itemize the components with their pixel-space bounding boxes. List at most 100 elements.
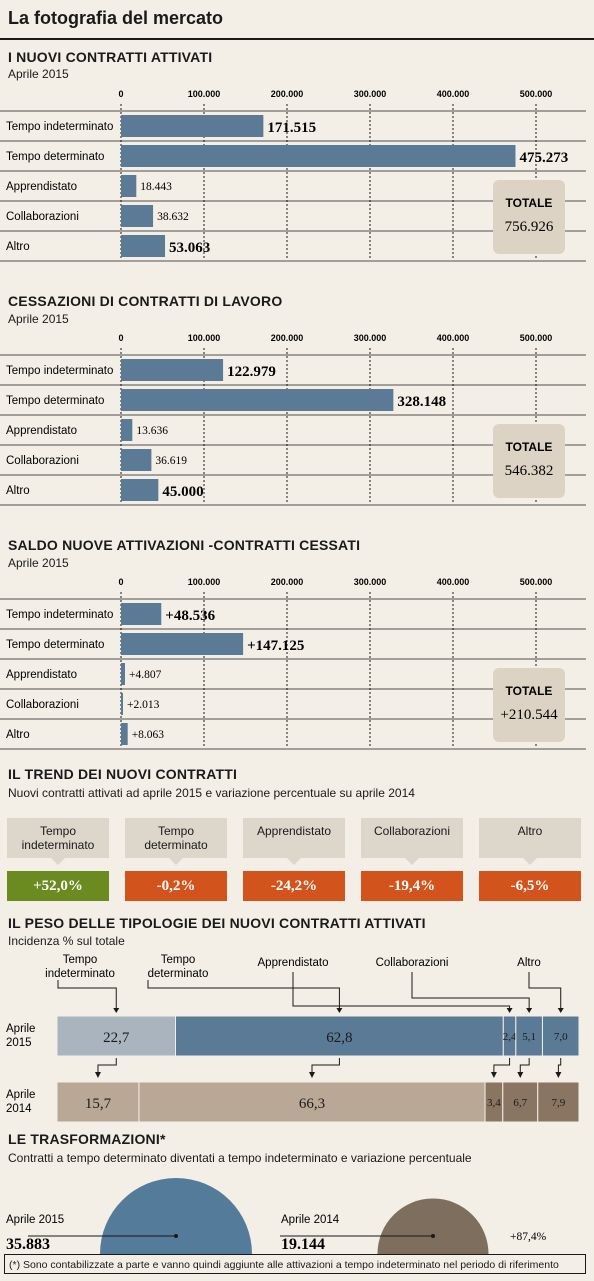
x-tick-label: 100.000 (188, 333, 221, 343)
trend-value: -0,2% (125, 871, 227, 901)
stacked-segment (56, 1015, 176, 1057)
data-label: +4.807 (129, 669, 162, 681)
stacked-segment (537, 1081, 580, 1123)
segment-label: 66,3 (299, 1096, 325, 1112)
bar (121, 205, 154, 227)
x-tick-label: 0 (118, 333, 123, 343)
totale-box (493, 424, 565, 498)
category-label: Collaborazioni (6, 455, 79, 467)
data-label: 122.979 (227, 364, 276, 380)
totale-value: +210.544 (500, 707, 558, 723)
category-label: Tempo indeterminato (6, 365, 113, 377)
bar (121, 175, 137, 197)
bar (121, 419, 133, 441)
section-title-saldo: SALDO NUOVE ATTIVAZIONI -CONTRATTI CESSA… (8, 537, 361, 553)
segment-label: 15,7 (85, 1096, 112, 1112)
connector-line (147, 980, 340, 1012)
stacked-bar-chart-peso: Tempo indeterminato Tempo determinato Appren… (6, 954, 580, 1123)
data-label: +48.536 (165, 608, 215, 624)
arrowhead (113, 1008, 120, 1013)
segment-label: 5,1 (522, 1031, 536, 1043)
category-header: indeterminato (45, 968, 115, 980)
connector-line (411, 972, 530, 1012)
connector-line (292, 972, 511, 1012)
arrowhead (506, 1008, 513, 1013)
segment-label: 7,0 (554, 1031, 568, 1043)
arrowhead (557, 1008, 564, 1013)
data-label: +8.063 (132, 729, 165, 741)
title-bar (0, 0, 594, 40)
x-tick-label: 400.000 (437, 333, 470, 343)
totale-box (493, 180, 565, 254)
stacked-segment (174, 1015, 504, 1057)
trend-value: +52,0% (7, 871, 109, 901)
bar (121, 389, 394, 411)
connector-line (557, 1058, 562, 1076)
section-title-attivati: I NUOVI CONTRATTI ATTIVATI (8, 49, 213, 65)
semicircle-2014 (377, 1198, 489, 1254)
connector-line (493, 1058, 511, 1076)
arrowhead (336, 1008, 343, 1013)
trend-category-label: Tempo indeterminato (7, 818, 109, 865)
stacked-segment (138, 1081, 486, 1123)
data-label: 36.619 (155, 455, 187, 467)
section-title-cessazioni: CESSAZIONI DI CONTRATTI DI LAVORO (8, 293, 283, 309)
variation-label: +87,4% (510, 1231, 547, 1243)
connector-line (57, 980, 117, 1012)
bar (121, 115, 264, 137)
trend-category-label: Tempo determinato (125, 818, 227, 865)
x-tick-label: 300.000 (354, 89, 387, 99)
arrowhead (490, 1072, 497, 1078)
pie-value: 19.144 (281, 1236, 325, 1253)
segment-label: 22,7 (103, 1030, 130, 1046)
segment-label: 2,4 (503, 1031, 517, 1043)
category-label: Collaborazioni (6, 699, 79, 711)
data-label: 13.636 (136, 425, 168, 437)
category-header: Collaborazioni (376, 957, 449, 969)
bar (121, 145, 516, 167)
connector-line (97, 1058, 117, 1076)
category-label: Collaborazioni (6, 211, 79, 223)
trend-category-label: Altro (479, 818, 581, 865)
row-label: 2014 (6, 1103, 32, 1115)
leader-dot (174, 1234, 178, 1238)
category-label: Altro (6, 485, 30, 497)
section-title-trend: IL TREND DEI NUOVI CONTRATTI (8, 766, 238, 782)
segment-label: 6,7 (513, 1097, 527, 1109)
section-subtitle-cessazioni: Aprile 2015 (8, 312, 69, 326)
bar (121, 663, 125, 685)
bar (121, 235, 166, 257)
x-tick-label: 400.000 (437, 89, 470, 99)
bar-chart-attivati: 0 100.000 200.000 300.000 400.000 500.000 Temp… (0, 89, 586, 262)
x-tick-label: 100.000 (188, 577, 221, 587)
data-label: 38.632 (157, 211, 189, 223)
section-title-peso: IL PESO DELLE TIPOLOGIE DEI NUOVI CONTRA… (8, 915, 426, 931)
section-subtitle-attivati: Aprile 2015 (8, 67, 69, 81)
bar-chart-cessazioni: 0 100.000 200.000 300.000 400.000 500.000 Temp… (0, 333, 586, 506)
category-label: Altro (6, 729, 30, 741)
data-label: 328.148 (397, 394, 446, 410)
bar (121, 693, 123, 715)
category-label: Tempo indeterminato (6, 121, 113, 133)
category-header: determinato (148, 968, 209, 980)
category-label: Tempo indeterminato (6, 609, 113, 621)
data-label: 45.000 (162, 484, 203, 500)
x-tick-label: 0 (118, 89, 123, 99)
data-label: 475.273 (519, 150, 568, 166)
section-subtitle-peso: Incidenza % sul totale (8, 934, 125, 948)
bar-chart-saldo: 0 100.000 200.000 300.000 400.000 500.000 Temp… (0, 577, 586, 750)
arrowhead (308, 1072, 315, 1078)
leader-dot (431, 1234, 435, 1238)
x-tick-label: 500.000 (520, 89, 553, 99)
category-header: Tempo (63, 954, 98, 966)
bar (121, 449, 152, 471)
x-tick-label: 0 (118, 577, 123, 587)
arrowhead (526, 1008, 533, 1013)
trend-value: -24,2% (243, 871, 345, 901)
x-tick-label: 100.000 (188, 89, 221, 99)
x-tick-label: 200.000 (271, 577, 304, 587)
semicircle-2015 (100, 1178, 252, 1254)
x-tick-label: 300.000 (354, 577, 387, 587)
arrowhead (517, 1072, 524, 1078)
row-label: Aprile (6, 1023, 35, 1035)
